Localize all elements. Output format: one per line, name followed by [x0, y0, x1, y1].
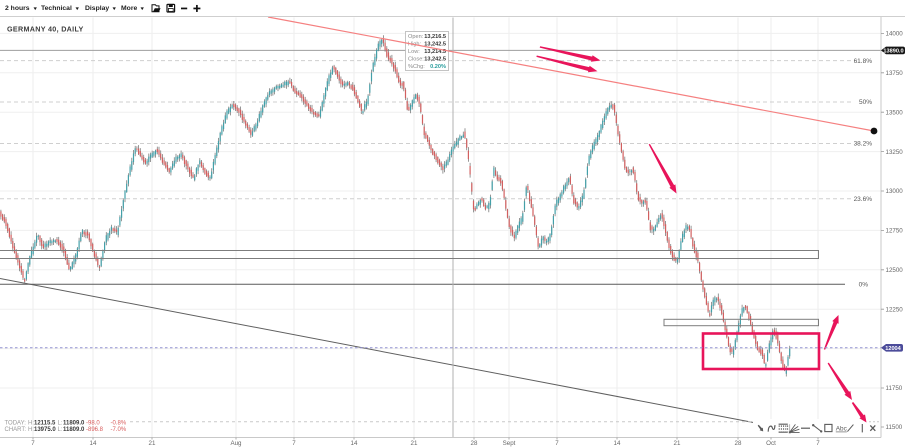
svg-text:14: 14 — [351, 440, 358, 447]
svg-text:38.2%: 38.2% — [854, 141, 873, 148]
svg-text:0.20%: 0.20% — [430, 64, 446, 70]
svg-text:CHART:: CHART: — [5, 427, 27, 433]
svg-text:L:: L: — [58, 427, 63, 433]
svg-text:13,242.5: 13,242.5 — [424, 56, 446, 62]
svg-text:Abc: Abc — [836, 426, 848, 433]
svg-text:11809.0: 11809.0 — [63, 427, 85, 433]
svg-text:12750: 12750 — [886, 228, 904, 235]
svg-text:14: 14 — [90, 440, 97, 447]
svg-text:21: 21 — [674, 440, 681, 447]
svg-text:13,216.5: 13,216.5 — [424, 34, 446, 40]
svg-text:21: 21 — [149, 440, 156, 447]
svg-text:14000: 14000 — [886, 31, 904, 38]
svg-text:Aug: Aug — [230, 440, 242, 447]
svg-text:7: 7 — [31, 440, 35, 447]
svg-text:-896.8: -896.8 — [86, 427, 104, 433]
svg-text:Open:: Open: — [408, 34, 424, 40]
svg-text:7: 7 — [555, 440, 559, 447]
svg-text:12004: 12004 — [885, 346, 901, 352]
svg-text:12250: 12250 — [886, 306, 904, 313]
svg-text:11500: 11500 — [886, 424, 903, 431]
svg-text:Close:: Close: — [408, 56, 424, 62]
svg-text:%Chg:: %Chg: — [408, 64, 425, 70]
svg-text:L:: L: — [58, 420, 63, 426]
svg-text:13750: 13750 — [886, 70, 904, 77]
svg-text:11809.0: 11809.0 — [63, 420, 85, 426]
svg-text:23.6%: 23.6% — [854, 196, 873, 203]
svg-text:12115.5: 12115.5 — [34, 420, 56, 426]
svg-text:7: 7 — [292, 440, 296, 447]
svg-text:28: 28 — [471, 440, 478, 447]
svg-text:H:: H: — [28, 427, 34, 433]
svg-text:Sept: Sept — [503, 440, 516, 447]
svg-text:-0.8%: -0.8% — [111, 420, 127, 426]
svg-text:13250: 13250 — [886, 149, 904, 156]
svg-text:13890.0: 13890.0 — [883, 49, 903, 55]
svg-text:7: 7 — [816, 440, 820, 447]
svg-text:-7.0%: -7.0% — [111, 427, 127, 433]
svg-text:11750: 11750 — [886, 385, 903, 392]
svg-text:TODAY:: TODAY: — [5, 420, 27, 426]
svg-text:13500: 13500 — [886, 109, 904, 116]
svg-text:14: 14 — [614, 440, 621, 447]
svg-text:28: 28 — [735, 440, 742, 447]
svg-text:0%: 0% — [859, 282, 869, 289]
svg-text:13975.0: 13975.0 — [34, 427, 56, 433]
svg-text:-98.0: -98.0 — [86, 420, 100, 426]
svg-text:12500: 12500 — [886, 267, 904, 274]
svg-text:21: 21 — [411, 440, 418, 447]
svg-text:Low:: Low: — [408, 49, 420, 55]
svg-text:50%: 50% — [859, 99, 872, 106]
svg-text:61.8%: 61.8% — [854, 58, 873, 65]
svg-text:Oct: Oct — [766, 440, 776, 447]
svg-text:13000: 13000 — [886, 188, 904, 195]
svg-text:GERMANY 40, DAILY: GERMANY 40, DAILY — [7, 25, 84, 34]
svg-text:13,242.5: 13,242.5 — [424, 42, 446, 48]
svg-text:H:: H: — [28, 420, 34, 426]
svg-text:13,214.5: 13,214.5 — [424, 49, 446, 55]
